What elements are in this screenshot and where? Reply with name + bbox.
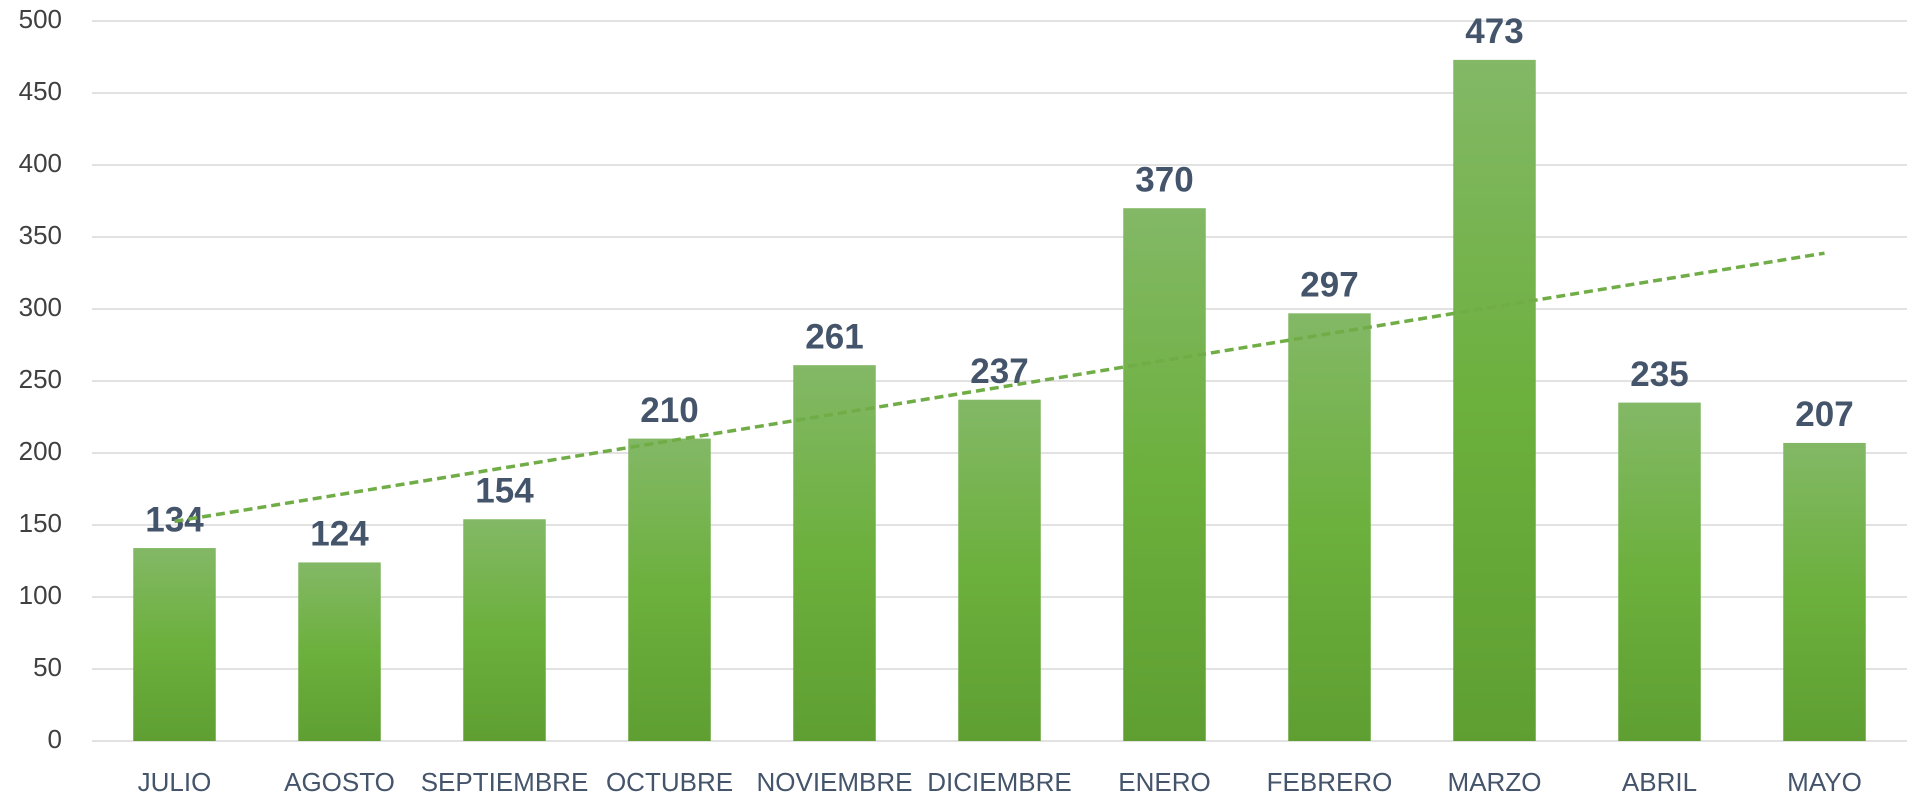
y-tick-label: 500 xyxy=(19,4,62,34)
data-label: 154 xyxy=(475,471,534,510)
bar xyxy=(1123,208,1206,741)
x-tick-label: JULIO xyxy=(138,767,212,797)
x-tick-label: SEPTIEMBRE xyxy=(421,767,589,797)
y-tick-label: 0 xyxy=(48,724,62,754)
data-label: 124 xyxy=(310,515,369,554)
x-tick-label: AGOSTO xyxy=(284,767,395,797)
bar xyxy=(793,365,876,741)
bar xyxy=(1288,313,1371,741)
bar xyxy=(628,438,711,741)
bar xyxy=(463,519,546,741)
x-tick-label: ENERO xyxy=(1118,767,1210,797)
data-label: 297 xyxy=(1300,266,1358,305)
y-tick-label: 50 xyxy=(33,652,62,682)
y-tick-label: 350 xyxy=(19,220,62,250)
x-tick-label: OCTUBRE xyxy=(606,767,733,797)
x-tick-label: DICIEMBRE xyxy=(927,767,1071,797)
bar xyxy=(133,548,216,741)
y-tick-label: 400 xyxy=(19,148,62,178)
trendline xyxy=(174,251,1825,524)
x-tick-label: NOVIEMBRE xyxy=(756,767,912,797)
data-label: 370 xyxy=(1135,160,1193,199)
x-tick-label: MARZO xyxy=(1448,767,1542,797)
bar xyxy=(958,399,1041,741)
data-label: 235 xyxy=(1630,355,1688,394)
data-label: 261 xyxy=(805,317,863,356)
y-tick-label: 200 xyxy=(19,436,62,466)
y-tick-label: 300 xyxy=(19,292,62,322)
y-tick-label: 150 xyxy=(19,508,62,538)
x-tick-label: MAYO xyxy=(1787,767,1862,797)
x-tick-label: ABRIL xyxy=(1622,767,1697,797)
bar xyxy=(1783,442,1866,741)
data-label: 207 xyxy=(1795,395,1853,434)
x-tick-label: FEBRERO xyxy=(1267,767,1393,797)
data-label: 210 xyxy=(640,391,698,430)
bar xyxy=(1618,402,1701,741)
bar xyxy=(1453,59,1536,741)
bar xyxy=(298,562,381,741)
y-tick-label: 250 xyxy=(19,364,62,394)
data-label: 473 xyxy=(1465,12,1523,51)
y-tick-label: 450 xyxy=(19,76,62,106)
y-tick-label: 100 xyxy=(19,580,62,610)
